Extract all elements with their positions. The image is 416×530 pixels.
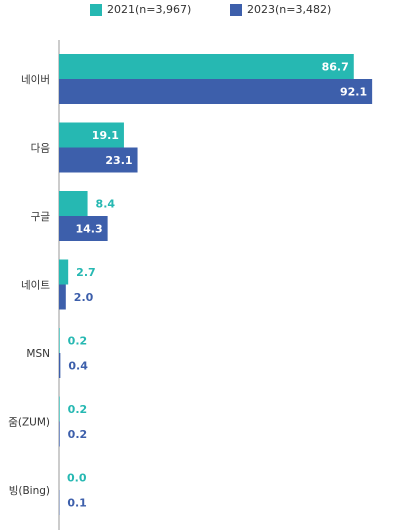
bar-2023 <box>59 79 373 104</box>
bar-2021 <box>59 122 124 148</box>
category-label: 줌(ZUM) <box>8 417 50 429</box>
bar-2021 <box>59 396 60 422</box>
legend-label-2021: 2021(n=3,967) <box>107 3 192 16</box>
category-label: 네이버 <box>21 74 50 86</box>
data-label: 0.2 <box>68 403 88 416</box>
data-label: 23.1 <box>105 154 132 167</box>
data-label: 86.7 <box>322 61 349 74</box>
data-label: 14.3 <box>75 223 102 236</box>
bar-2023 <box>59 216 108 241</box>
bar-2021 <box>59 191 88 216</box>
bar-2021 <box>59 328 60 353</box>
bar-2023 <box>59 353 61 378</box>
data-label: 19.1 <box>92 129 119 142</box>
bar-2023 <box>59 421 60 447</box>
data-label: 0.1 <box>67 497 87 510</box>
bar-2021 <box>59 259 69 285</box>
legend-swatch-2023 <box>230 3 242 16</box>
legend-swatch-2021 <box>90 3 102 16</box>
legend-item-2021: 2021(n=3,967) <box>90 3 191 16</box>
bar-2021 <box>59 54 354 79</box>
data-label: 2.0 <box>74 291 94 304</box>
data-label: 0.2 <box>68 428 88 441</box>
chart-legend: 2021(n=3,967) 2023(n=3,482) <box>0 3 416 21</box>
category-label: MSN <box>26 348 50 360</box>
category-label: 구글 <box>31 211 51 223</box>
bar-2023 <box>59 284 66 310</box>
data-label: 8.4 <box>96 198 116 211</box>
data-label: 2.7 <box>76 266 96 279</box>
category-label: 다음 <box>31 143 51 155</box>
data-label: 92.1 <box>340 86 367 99</box>
bar-2023 <box>59 147 138 173</box>
legend-label-2023: 2023(n=3,482) <box>247 3 332 16</box>
data-label: 0.2 <box>68 335 88 348</box>
data-label: 0.0 <box>67 472 87 485</box>
data-label: 0.4 <box>68 360 88 373</box>
category-label: 빙(Bing) <box>9 485 50 497</box>
legend-item-2023: 2023(n=3,482) <box>230 3 331 16</box>
category-label: 네이트 <box>21 280 50 292</box>
